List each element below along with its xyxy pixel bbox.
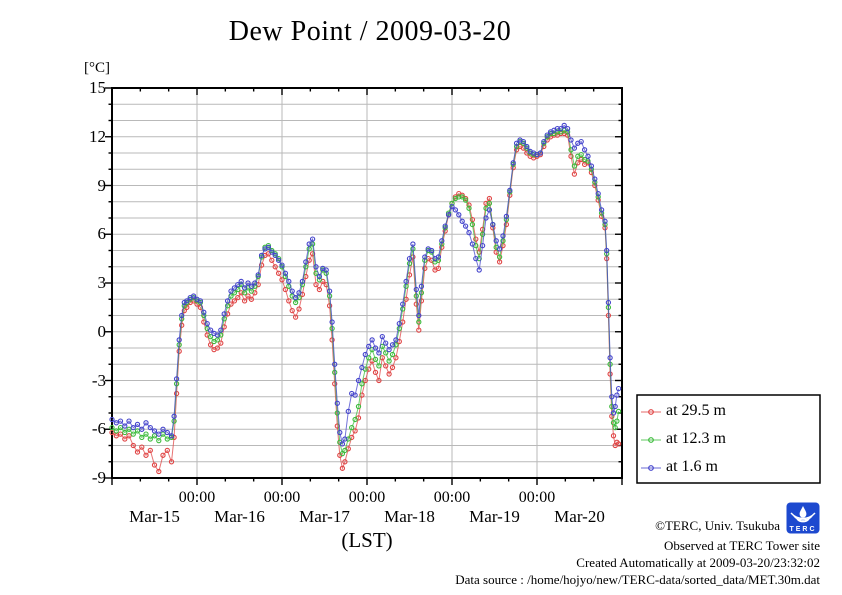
y-tick-label: -6 xyxy=(91,419,106,439)
x-hour-tick-label: 00:00 xyxy=(263,489,301,506)
y-tick-label: 3 xyxy=(97,273,107,292)
legend-label-1-6m: at 1.6 m xyxy=(666,458,718,475)
legend-marker-point xyxy=(648,437,654,443)
legend-marker-point xyxy=(648,465,654,471)
x-hour-tick-label: 00:00 xyxy=(348,489,386,506)
y-tick-label: -9 xyxy=(91,468,106,487)
terc-logo-text: TERC xyxy=(789,526,816,533)
x-hour-tick-label: 00:00 xyxy=(518,489,556,506)
x-hour-tick-label: 00:00 xyxy=(433,489,471,506)
chart-title: Dew Point / 2009-03-20 xyxy=(228,16,512,47)
legend-marker-point xyxy=(648,409,654,415)
y-axis-unit-label: [°C] xyxy=(84,60,110,76)
legend-label-29-5m: at 29.5 m xyxy=(666,402,726,419)
x-day-label: Mar-18 xyxy=(384,507,435,526)
terc-logo: TERC xyxy=(786,502,820,534)
x-axis-label: (LST) xyxy=(341,528,393,552)
y-tick-label: 12 xyxy=(89,126,106,146)
plot-frame xyxy=(111,87,623,479)
x-day-label: Mar-15 xyxy=(129,507,180,526)
legend-box xyxy=(636,394,821,484)
series-line xyxy=(111,129,620,455)
x-day-label: Mar-17 xyxy=(299,507,350,526)
x-day-label: Mar-19 xyxy=(469,507,520,526)
gridlines xyxy=(112,88,622,478)
y-tick-label: 15 xyxy=(89,78,106,97)
created-timestamp-text: Created Automatically at 2009-03-20/23:3… xyxy=(576,555,820,570)
x-hour-tick-label: 00:00 xyxy=(178,489,216,506)
y-tick-label: 0 xyxy=(97,321,107,341)
terc-logo-droplet xyxy=(799,506,807,518)
y-tick-label: -3 xyxy=(91,370,106,390)
series-at-12-3-m xyxy=(109,127,622,457)
terc-logo-arc-middle xyxy=(790,512,816,520)
x-day-label: Mar-16 xyxy=(214,507,265,526)
legend-label-12-3m: at 12.3 m xyxy=(666,430,726,447)
series-at-1-6-m xyxy=(109,122,622,447)
terc-logo-arc-inner xyxy=(796,518,810,523)
observed-site-text: Observed at TERC Tower site xyxy=(663,538,820,553)
y-tick-label: 6 xyxy=(97,224,107,244)
y-tick-label: 9 xyxy=(97,175,107,195)
x-day-label: Mar-20 xyxy=(554,507,605,526)
copyright-text: ©TERC, Univ. Tsukuba xyxy=(655,518,780,533)
legend xyxy=(636,394,821,484)
data-source-text: Data source : /home/hojyo/new/TERC-data/… xyxy=(455,572,820,587)
series-line xyxy=(111,124,620,446)
axis-ticks xyxy=(105,87,623,485)
